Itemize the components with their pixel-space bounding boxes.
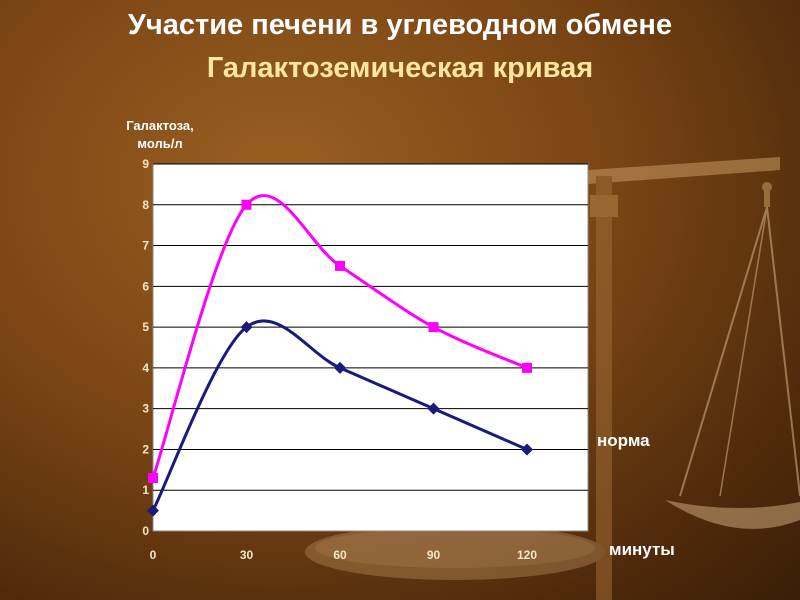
series-line-1 [151, 194, 528, 479]
slide-title: Участие печени в углеводном обмене [127, 9, 673, 41]
data-point [334, 361, 346, 374]
y-tick-label: 2 [142, 442, 149, 456]
x-tick-label: 60 [333, 548, 347, 562]
x-tick-label: 90 [427, 548, 441, 562]
data-point [240, 321, 253, 334]
plot-area [152, 163, 589, 532]
y-tick-label: 7 [142, 239, 149, 253]
x-tick-label: 0 [150, 548, 157, 562]
y-tick-label: 1 [142, 483, 149, 497]
y-axis-label: Галактоза, моль/л [126, 118, 194, 151]
x-axis-unit-label: минуты [609, 540, 675, 559]
data-point [428, 322, 439, 333]
slide-subtitle: Галактоземическая кривая [206, 52, 594, 84]
data-point [241, 199, 252, 210]
x-tick-label: 120 [517, 548, 537, 562]
y-tick-label: 4 [142, 361, 149, 375]
y-tick-label: 5 [142, 320, 149, 334]
series-line-2 [151, 319, 528, 512]
data-point [521, 443, 533, 456]
y-tick-label: 9 [142, 157, 149, 171]
y-tick-label: 8 [142, 198, 149, 212]
y-tick-label: 3 [142, 402, 149, 416]
y-tick-label: 0 [142, 524, 149, 538]
data-point [147, 504, 159, 517]
data-point [335, 260, 345, 271]
y-tick-label: 6 [142, 279, 149, 293]
data-point [148, 472, 158, 483]
norm-label: норма [597, 431, 650, 450]
data-point [427, 402, 440, 415]
x-tick-label: 30 [240, 548, 254, 562]
data-point [522, 362, 532, 373]
